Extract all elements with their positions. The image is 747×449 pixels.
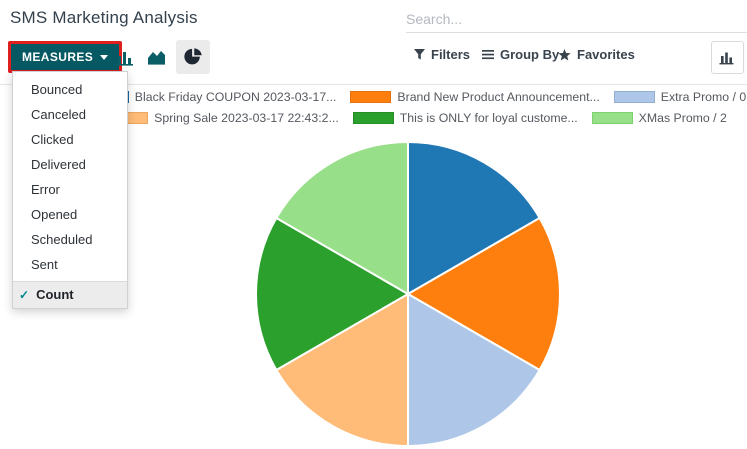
bar-chart-icon — [115, 49, 135, 66]
bars-icon — [482, 49, 494, 60]
legend-label: Extra Promo / 0 — [660, 90, 747, 104]
pie-slice[interactable] — [405, 216, 562, 372]
measures-menu-item[interactable]: Clicked — [31, 132, 74, 147]
measures-menu-item-count[interactable]: ✓ Count — [13, 282, 127, 308]
check-icon: ✓ — [19, 287, 30, 302]
legend-item[interactable]: Spring Sale 2023-03-17 22:43:2... — [107, 111, 339, 125]
bar-chart-icon — [719, 50, 736, 65]
legend-item[interactable]: XMas Promo / 2 — [591, 111, 727, 125]
bar-chart-view-button[interactable] — [110, 42, 140, 72]
favorites-label: Favorites — [577, 47, 635, 62]
menu-separator — [13, 281, 127, 282]
legend-item[interactable]: Extra Promo / 0 — [613, 90, 747, 104]
legend-swatch — [591, 112, 633, 124]
filters-label: Filters — [431, 47, 471, 62]
measures-menu-item[interactable]: Delivered — [31, 157, 86, 172]
legend-label: Brand New Product Announcement... — [397, 90, 600, 104]
area-chart-icon — [147, 49, 167, 65]
measures-menu-item[interactable]: Opened — [31, 207, 78, 222]
measures-menu-item[interactable]: Sent — [31, 257, 58, 272]
legend-label: XMas Promo / 2 — [638, 111, 727, 125]
legend-label: This is ONLY for loyal custome... — [399, 111, 578, 125]
measures-button[interactable]: MEASURES — [8, 41, 123, 73]
pie-slice[interactable] — [407, 140, 542, 296]
page-title: SMS Marketing Analysis — [10, 8, 198, 27]
measures-menu-item[interactable]: Bounced — [31, 82, 83, 97]
legend-item[interactable]: This is ONLY for loyal custome... — [352, 111, 578, 125]
measures-dropdown-menu: Bounced Canceled Clicked Delivered Error Open… — [12, 71, 128, 309]
pie-chart-icon — [184, 48, 202, 66]
favorites-button[interactable]: Favorites — [558, 47, 635, 62]
legend-swatch — [352, 112, 394, 124]
measures-menu-item[interactable]: Scheduled — [31, 232, 93, 247]
graph-view-switcher-button[interactable] — [711, 41, 744, 74]
filters-button[interactable]: Filters — [414, 47, 470, 62]
star-icon — [558, 48, 571, 61]
line-chart-view-button[interactable] — [142, 42, 172, 72]
measures-menu-items: Bounced Canceled Clicked Delivered Error Open… — [13, 77, 127, 277]
panel-divider — [0, 84, 747, 85]
legend-item[interactable]: Brand New Product Announcement... — [350, 90, 600, 104]
pie-chart-svg — [254, 140, 562, 448]
measures-menu-item[interactable]: Error — [31, 182, 60, 197]
legend-swatch — [613, 91, 655, 103]
pie-chart-view-button[interactable] — [176, 40, 210, 74]
pie-slice[interactable] — [274, 140, 409, 296]
search-bar[interactable] — [406, 6, 747, 33]
selected-measure-label: Count — [36, 287, 74, 302]
chart-legend: Black Friday COUPON 2023-03-17... Brand N… — [86, 90, 747, 125]
caret-down-icon — [100, 54, 109, 60]
search-input[interactable] — [406, 6, 747, 32]
group-by-label: Group By — [500, 47, 560, 62]
legend-label: Black Friday COUPON 2023-03-17... — [134, 90, 337, 104]
pie-slice[interactable] — [254, 216, 411, 372]
legend-swatch — [350, 91, 392, 103]
funnel-icon — [414, 49, 425, 60]
measures-button-label: MEASURES — [22, 50, 94, 64]
measures-menu-item[interactable]: Canceled — [31, 107, 86, 122]
legend-label: Spring Sale 2023-03-17 22:43:2... — [154, 111, 339, 125]
group-by-button[interactable]: Group By — [482, 47, 559, 62]
pie-chart[interactable] — [253, 139, 563, 449]
